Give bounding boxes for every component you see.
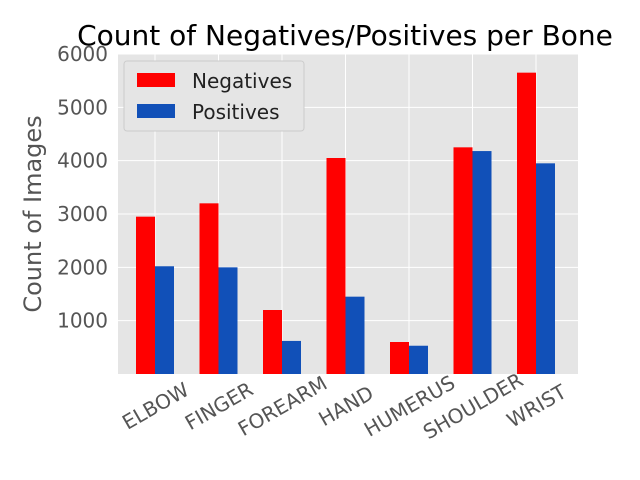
legend-label-positives: Positives [192, 100, 280, 124]
y-tick-label: 6000 [57, 42, 108, 66]
bar-positives-forearm [282, 340, 301, 374]
chart-title: Count of Negatives/Positives per Bone [77, 19, 613, 52]
bars [136, 72, 555, 375]
y-axis-ticks: 1000 2000 3000 4000 5000 6000 [57, 42, 108, 333]
bar-negatives-humerus [390, 342, 409, 374]
legend-label-negatives: Negatives [192, 69, 292, 93]
bar-negatives-wrist [517, 72, 536, 375]
y-axis-label: Count of Images [19, 115, 47, 312]
legend-swatch-positives [137, 104, 175, 118]
bar-negatives-hand [326, 158, 346, 374]
x-tick-label: ELBOW [118, 377, 193, 434]
legend: Negatives Positives [123, 60, 305, 132]
y-tick-label: 4000 [57, 149, 108, 173]
y-tick-label: 5000 [57, 95, 108, 119]
bar-negatives-forearm [263, 310, 282, 374]
bar-positives-humerus [409, 345, 428, 374]
y-tick-label: 1000 [57, 309, 108, 333]
bar-negatives-elbow [136, 216, 155, 374]
x-axis-ticks: ELBOWFINGERFOREARMHANDHUMERUSSHOULDERWRI… [118, 368, 571, 444]
bar-positives-elbow [155, 266, 174, 374]
x-tick-label: FOREARM [234, 371, 331, 441]
bar-negatives-finger [199, 203, 219, 374]
legend-swatch-negatives [137, 73, 175, 87]
bar-positives-wrist [536, 163, 555, 374]
y-tick-label: 2000 [57, 255, 108, 279]
bar-positives-finger [218, 267, 238, 374]
bar-negatives-shoulder [453, 147, 473, 374]
y-tick-label: 3000 [57, 202, 108, 226]
bar-positives-hand [345, 296, 365, 374]
bar-positives-shoulder [472, 151, 492, 374]
